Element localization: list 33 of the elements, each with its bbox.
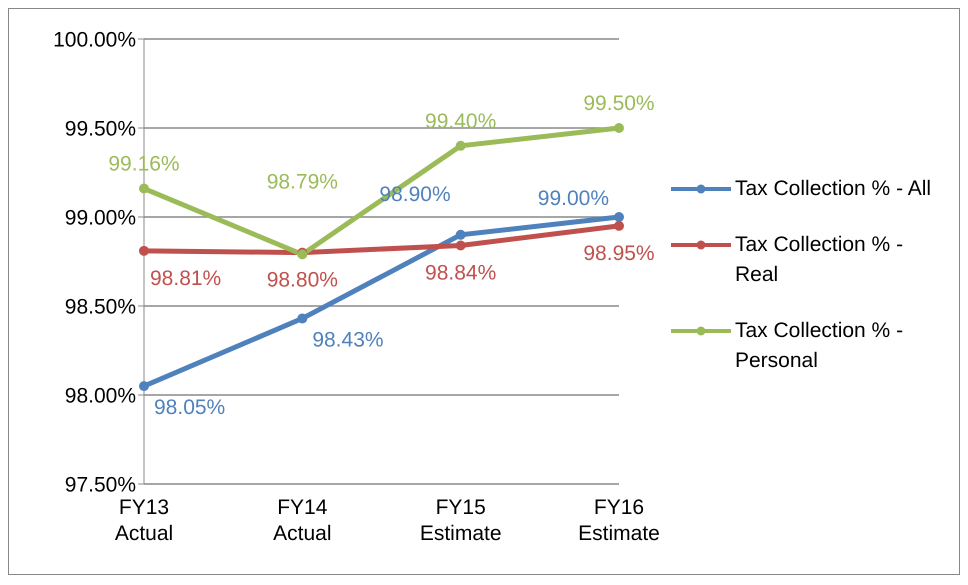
point xyxy=(614,212,624,222)
x-tick-label: FY13 Actual xyxy=(114,496,174,545)
legend-label: Tax Collection % - Personal xyxy=(735,318,904,374)
data-label: 99.50% xyxy=(583,92,655,115)
y-tick-label: 97.50% xyxy=(64,473,136,496)
y-tick-label: 100.00% xyxy=(53,28,136,52)
data-label: 98.79% xyxy=(266,170,338,194)
data-label: 98.81% xyxy=(150,266,222,290)
point xyxy=(139,381,149,392)
y-tick-label: 98.50% xyxy=(64,295,136,318)
legend-label: Tax Collection % - All xyxy=(735,176,932,202)
x-tick-label: FY14 Actual xyxy=(273,496,332,545)
data-label: 99.00% xyxy=(538,187,609,210)
point xyxy=(614,220,624,231)
y-tick-label: 98.00% xyxy=(64,384,136,408)
point xyxy=(456,240,466,250)
data-label: 98.05% xyxy=(154,396,226,420)
point xyxy=(139,246,149,256)
data-label: 98.95% xyxy=(583,242,655,265)
data-label: 98.43% xyxy=(312,328,384,352)
data-label: 99.40% xyxy=(425,110,496,133)
data-label: 98.84% xyxy=(425,261,496,284)
point xyxy=(456,140,466,151)
point xyxy=(456,230,466,240)
legend-label: Tax Collection % - Real xyxy=(735,232,904,288)
data-label: 98.80% xyxy=(266,268,338,292)
point xyxy=(139,184,149,194)
point xyxy=(297,313,308,324)
x-tick-label: FY15 Estimate xyxy=(420,496,502,545)
point xyxy=(614,123,624,133)
x-tick-label: FY16 Estimate xyxy=(578,496,660,545)
y-tick-label: 99.50% xyxy=(64,117,136,140)
y-tick-label: 99.00% xyxy=(64,206,136,230)
